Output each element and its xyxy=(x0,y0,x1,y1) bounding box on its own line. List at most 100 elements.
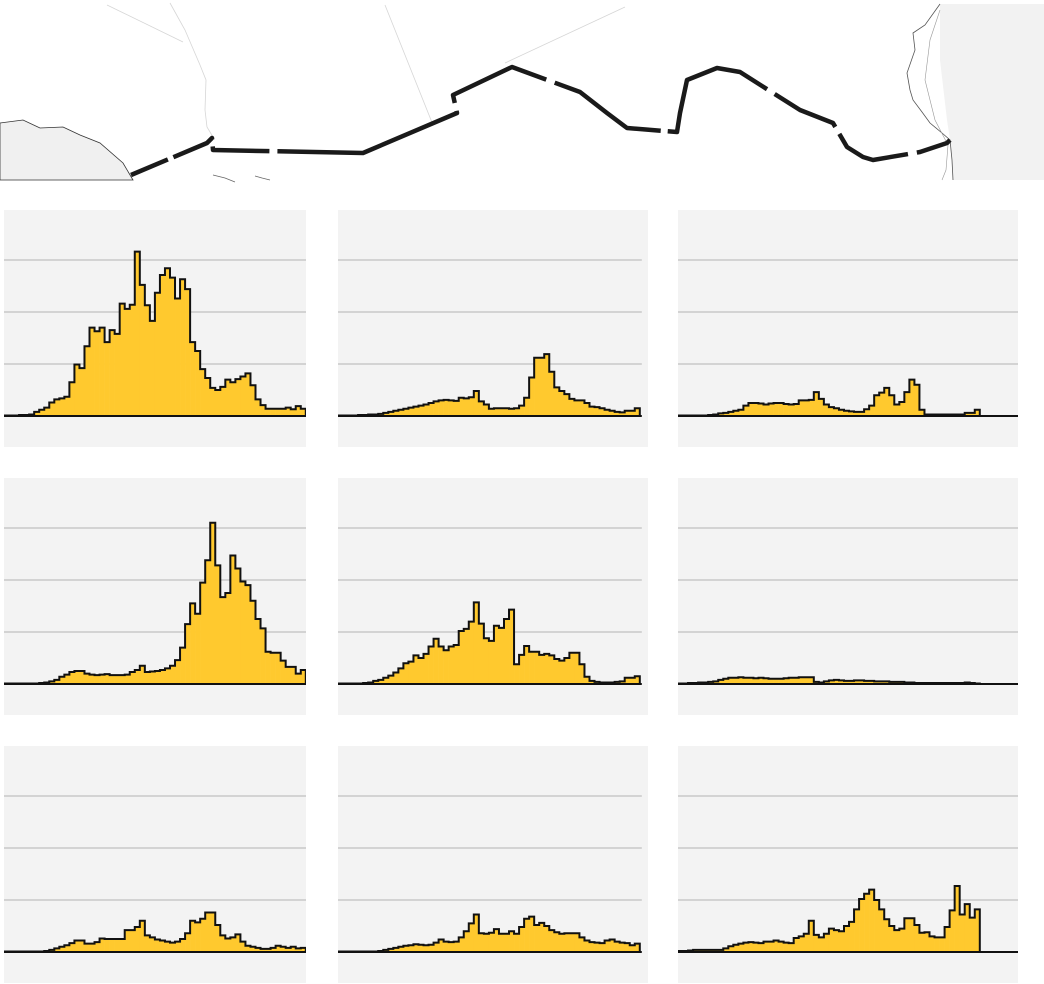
histogram-bar xyxy=(493,625,500,684)
histogram-bar xyxy=(763,941,769,952)
histogram-bar xyxy=(453,400,460,416)
histogram-bar xyxy=(944,927,950,952)
gulf-of-california-water xyxy=(0,119,134,181)
histogram-bar xyxy=(564,394,570,416)
histogram-bar xyxy=(773,402,779,416)
histogram-bar xyxy=(864,680,870,684)
histogram-bar xyxy=(220,597,226,684)
histogram-bar xyxy=(215,565,221,684)
histogram-bar xyxy=(270,408,276,416)
histogram-bar xyxy=(559,660,565,684)
histogram-bar xyxy=(758,943,764,952)
histogram-bar xyxy=(398,946,404,952)
histogram-bar xyxy=(403,663,409,684)
histogram-bar xyxy=(154,670,161,684)
histogram-bar xyxy=(733,944,739,952)
histogram-bar xyxy=(59,676,65,684)
histogram-bar xyxy=(718,413,724,416)
histogram-bar xyxy=(488,932,495,952)
histogram-bar xyxy=(169,665,176,684)
histogram-bar xyxy=(763,404,769,416)
histogram-bar xyxy=(134,251,141,416)
histogram-bar xyxy=(534,651,540,684)
histogram-bar xyxy=(190,920,196,952)
histogram-bar xyxy=(295,673,302,684)
histogram-panel xyxy=(338,746,648,983)
histogram-bar xyxy=(468,621,475,684)
histogram-bar xyxy=(205,560,211,684)
histogram-bar xyxy=(624,943,631,952)
histogram-bar xyxy=(250,946,256,952)
histogram-bar xyxy=(574,933,580,952)
histogram-bar xyxy=(205,912,211,952)
histogram-bar xyxy=(210,912,216,952)
histogram-bar xyxy=(408,407,414,416)
histogram-bar xyxy=(534,357,540,416)
border-map xyxy=(0,2,1044,183)
histogram-bar xyxy=(894,930,900,952)
histogram-bar xyxy=(564,933,570,952)
histogram-bar xyxy=(144,935,151,952)
histogram-bar xyxy=(539,654,545,684)
histogram-bar xyxy=(569,652,575,684)
histogram-bar xyxy=(969,917,976,952)
histogram-bar xyxy=(428,646,434,684)
histogram-bar xyxy=(458,937,465,952)
histogram-panel xyxy=(4,478,306,715)
histogram-bar xyxy=(604,409,610,416)
histogram-bar xyxy=(114,333,120,416)
histogram-bar xyxy=(144,305,151,416)
histogram-bar xyxy=(164,668,171,684)
histogram-bar xyxy=(828,407,835,416)
histogram-bar xyxy=(859,680,865,684)
histogram-bar xyxy=(448,646,454,684)
histogram-bar xyxy=(245,373,251,416)
histogram-bar xyxy=(843,925,850,952)
histogram-bar xyxy=(54,679,60,684)
histogram-bar xyxy=(493,408,500,416)
histogram-bar xyxy=(488,408,495,416)
histogram-bar xyxy=(549,655,555,684)
histogram-bar xyxy=(544,354,550,416)
histogram-bar xyxy=(879,681,885,684)
histogram-bar xyxy=(874,681,880,684)
histogram-bar xyxy=(448,400,454,416)
histogram-bar xyxy=(609,939,615,952)
histogram-bar xyxy=(300,947,306,952)
histogram-outline xyxy=(4,250,306,417)
histogram-bar xyxy=(743,405,749,416)
histogram-bar xyxy=(473,602,480,684)
histogram-bar xyxy=(574,652,580,684)
histogram-bar xyxy=(255,947,261,952)
histogram-bar xyxy=(894,404,900,416)
histogram-bar xyxy=(89,327,95,416)
histogram-bar xyxy=(443,650,449,684)
histogram-bar xyxy=(300,408,306,416)
histogram-bar xyxy=(788,677,794,684)
histogram-bar xyxy=(413,406,419,416)
histogram-bar xyxy=(693,949,699,952)
state-boundary xyxy=(504,6,626,64)
histogram-bar xyxy=(793,937,800,952)
histogram-bar xyxy=(478,401,485,416)
histogram-bar xyxy=(838,409,845,416)
histogram-bar xyxy=(418,405,424,416)
histogram-bar xyxy=(235,934,241,952)
histogram-bar xyxy=(220,935,226,952)
histogram-bar xyxy=(574,400,580,416)
histogram-bar xyxy=(413,944,419,952)
histogram-bar xyxy=(584,940,590,952)
histogram-bar xyxy=(614,681,620,684)
histogram-outline xyxy=(338,353,641,417)
histogram-bar xyxy=(59,398,65,416)
histogram-bar xyxy=(514,408,520,416)
histogram-bar xyxy=(619,942,626,952)
histogram-bar xyxy=(79,670,85,684)
histogram-bar xyxy=(275,408,281,416)
histogram-bar xyxy=(210,522,216,684)
histogram-bar xyxy=(798,936,805,952)
histogram-bar xyxy=(215,389,221,416)
histogram-bar xyxy=(614,941,620,952)
river-boundary xyxy=(169,2,214,138)
histogram-bar xyxy=(904,392,910,416)
